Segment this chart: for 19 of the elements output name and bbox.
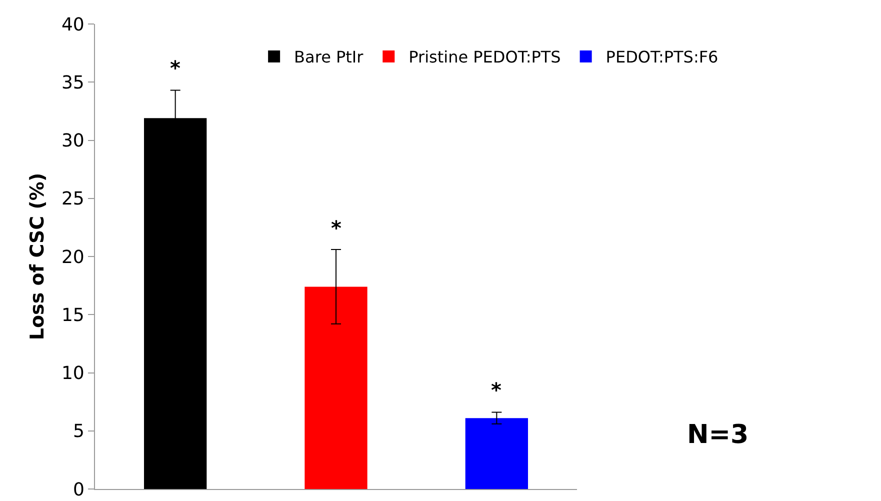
- y-tick-label: 15: [61, 304, 84, 326]
- y-tick-label: 35: [61, 72, 84, 94]
- annotation: *: [331, 216, 342, 240]
- y-tick-label: 30: [61, 130, 84, 152]
- legend-label: PEDOT:PTS:F6: [606, 48, 718, 67]
- legend-label: Bare PtIr: [294, 48, 364, 67]
- legend-label: Pristine PEDOT:PTS: [408, 48, 561, 67]
- y-tick-label: 5: [72, 421, 84, 442]
- text: N=3: [687, 420, 749, 450]
- y-tick-label: 10: [61, 363, 84, 384]
- y-tick-label: 20: [61, 246, 84, 268]
- y-tick-label: 25: [61, 188, 84, 210]
- bar: [465, 418, 528, 489]
- annotation: *: [170, 56, 181, 80]
- y-tick-label: 0: [72, 479, 84, 500]
- y-axis-title: Loss of CSC (%): [26, 172, 48, 340]
- annotation: *: [491, 378, 502, 402]
- bar: [304, 286, 368, 489]
- y-tick-label: 40: [61, 14, 84, 36]
